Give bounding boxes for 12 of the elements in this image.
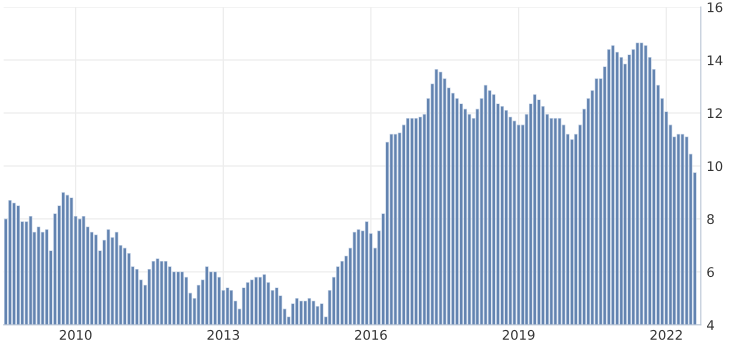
- y-tick-label: 12: [708, 108, 722, 118]
- y-tick-label: 6: [707, 267, 714, 278]
- y-tick-label: 4: [707, 320, 714, 330]
- y-tick-label: 14: [708, 55, 722, 66]
- x-tick-label: 2013: [207, 330, 240, 340]
- y-tick-label: 8: [707, 214, 714, 224]
- x-tick-label: 2010: [60, 330, 92, 340]
- x-tick-label: 2022: [650, 330, 682, 340]
- x-tick-label: 2016: [355, 330, 387, 340]
- x-tick-label: 2019: [502, 330, 534, 340]
- y-tick-label: 10: [708, 161, 722, 172]
- y-tick-label: 16: [708, 2, 722, 12]
